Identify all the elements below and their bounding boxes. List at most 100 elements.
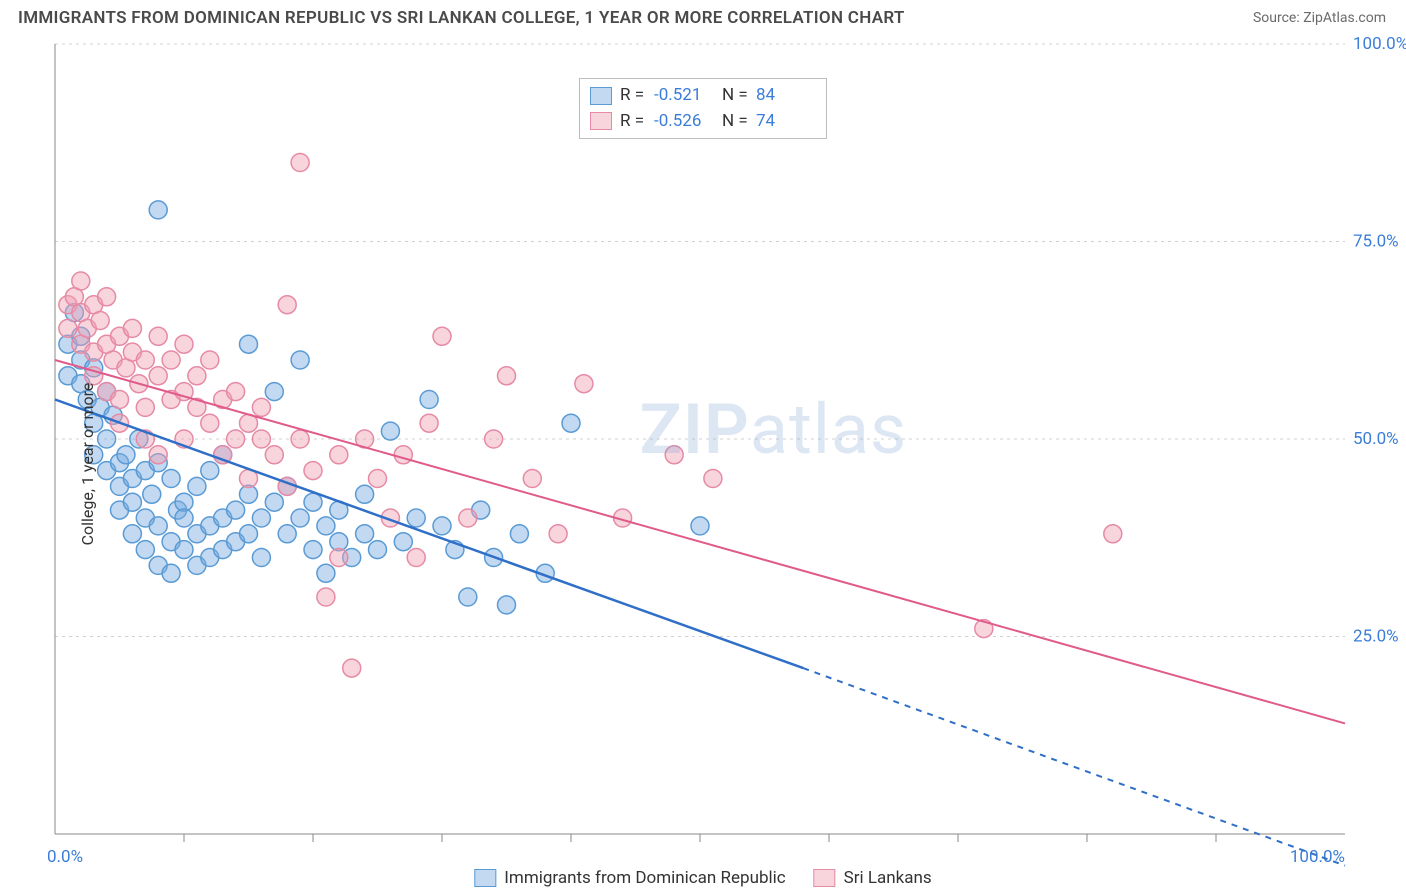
data-point <box>291 154 309 172</box>
data-point <box>459 509 477 527</box>
data-point <box>704 470 722 488</box>
y-tick-label: 50.0% <box>1353 429 1399 449</box>
data-point <box>498 596 516 614</box>
data-point <box>252 549 270 567</box>
data-point <box>562 414 580 432</box>
data-point <box>265 383 283 401</box>
y-tick-label: 75.0% <box>1353 232 1399 252</box>
x-min-label: 0.0% <box>47 847 83 867</box>
data-point <box>201 414 219 432</box>
data-point <box>369 470 387 488</box>
data-point <box>98 288 116 306</box>
n-label: N = <box>722 83 748 109</box>
data-point <box>549 525 567 543</box>
data-point <box>240 335 258 353</box>
data-point <box>1104 525 1122 543</box>
legend-swatch-series1 <box>590 87 612 105</box>
x-max-label: 100.0% <box>1290 847 1345 867</box>
r-label: R = <box>620 83 646 109</box>
data-point <box>265 493 283 511</box>
data-point <box>343 659 361 677</box>
legend-item-series1: Immigrants from Dominican Republic <box>474 868 785 888</box>
legend-swatch-series2-bottom <box>814 869 836 887</box>
regression-line-series1-extrapolated <box>803 668 1345 866</box>
legend-row-series1: R = -0.521 N = 84 <box>590 83 816 109</box>
data-point <box>175 509 193 527</box>
y-axis-label: College, 1 year or more <box>78 383 97 546</box>
data-point <box>188 477 206 495</box>
data-point <box>188 367 206 385</box>
source-link[interactable]: ZipAtlas.com <box>1303 10 1386 26</box>
data-point <box>123 493 141 511</box>
data-point <box>369 541 387 559</box>
data-point <box>72 272 90 290</box>
data-point <box>381 422 399 440</box>
data-point <box>304 541 322 559</box>
data-point <box>91 312 109 330</box>
data-point <box>59 319 77 337</box>
data-point <box>240 525 258 543</box>
data-point <box>136 351 154 369</box>
data-point <box>123 319 141 337</box>
data-point <box>433 327 451 345</box>
data-point <box>252 509 270 527</box>
source-attribution: Source: ZipAtlas.com <box>1253 10 1386 26</box>
legend-label-series1: Immigrants from Dominican Republic <box>504 868 785 888</box>
y-tick-label: 25.0% <box>1353 627 1399 647</box>
data-point <box>407 509 425 527</box>
data-point <box>278 525 296 543</box>
data-point <box>201 462 219 480</box>
chart-title: IMMIGRANTS FROM DOMINICAN REPUBLIC VS SR… <box>18 8 905 28</box>
data-point <box>317 588 335 606</box>
chart-area: College, 1 year or more 25.0% 50.0% 75.0% 1… <box>0 36 1406 892</box>
data-point <box>330 446 348 464</box>
data-point <box>162 564 180 582</box>
data-point <box>149 201 167 219</box>
r-value-series1: -0.521 <box>654 83 714 109</box>
legend-label-series2: Sri Lankans <box>844 868 932 888</box>
r-value-series2: -0.526 <box>654 109 714 135</box>
data-point <box>227 430 245 448</box>
data-point <box>317 517 335 535</box>
n-value-series1: 84 <box>756 83 816 109</box>
data-point <box>175 335 193 353</box>
data-point <box>575 375 593 393</box>
data-point <box>149 446 167 464</box>
data-point <box>317 564 335 582</box>
data-point <box>278 296 296 314</box>
data-point <box>252 430 270 448</box>
data-point <box>304 493 322 511</box>
correlation-legend: R = -0.521 N = 84 R = -0.526 N = 74 <box>579 78 827 139</box>
data-point <box>136 398 154 416</box>
data-point <box>459 588 477 606</box>
data-point <box>407 549 425 567</box>
data-point <box>149 517 167 535</box>
data-point <box>420 414 438 432</box>
data-point <box>394 533 412 551</box>
data-point <box>485 430 503 448</box>
legend-swatch-series2 <box>590 112 612 130</box>
legend-row-series2: R = -0.526 N = 74 <box>590 109 816 135</box>
data-point <box>356 525 374 543</box>
data-point <box>498 367 516 385</box>
data-point <box>665 446 683 464</box>
data-point <box>227 501 245 519</box>
data-point <box>691 517 709 535</box>
series-legend: Immigrants from Dominican Republic Sri L… <box>474 868 931 888</box>
data-point <box>510 525 528 543</box>
data-point <box>394 446 412 464</box>
data-point <box>265 446 283 464</box>
legend-swatch-series1-bottom <box>474 869 496 887</box>
data-point <box>136 541 154 559</box>
data-point <box>252 398 270 416</box>
data-point <box>123 525 141 543</box>
data-point <box>201 351 219 369</box>
n-label: N = <box>722 109 748 135</box>
data-point <box>433 517 451 535</box>
data-point <box>162 351 180 369</box>
n-value-series2: 74 <box>756 109 816 135</box>
data-point <box>420 391 438 409</box>
y-tick-label: 100.0% <box>1353 36 1406 54</box>
data-point <box>291 430 309 448</box>
r-label: R = <box>620 109 646 135</box>
